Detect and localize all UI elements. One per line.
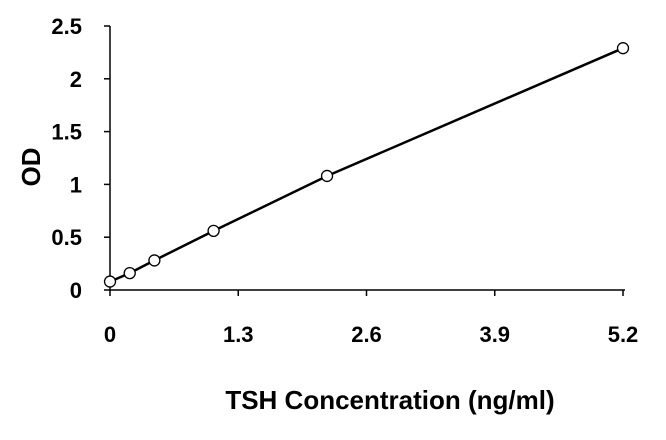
data-point	[148, 254, 161, 267]
x-tick-label: 0	[104, 322, 116, 347]
y-tick-label: 0.5	[51, 225, 82, 250]
x-tick-label: 5.2	[608, 322, 639, 347]
y-tick-label: 0	[70, 278, 82, 303]
y-tick-label: 2.5	[51, 14, 82, 39]
x-tick-label: 1.3	[223, 322, 254, 347]
x-tick-label: 2.6	[351, 322, 382, 347]
data-series	[103, 42, 630, 288]
y-tick-label: 1.5	[51, 120, 82, 145]
data-point	[616, 42, 630, 55]
x-tick-label: 3.9	[479, 322, 510, 347]
y-axis-title: OD	[16, 148, 46, 187]
y-tick-label: 1	[70, 172, 82, 197]
series-line	[109, 47, 624, 283]
data-point	[103, 275, 117, 288]
data-point	[320, 169, 334, 183]
x-axis-title: TSH Concentration (ng/ml)	[225, 385, 554, 415]
y-tick-label: 2	[70, 67, 82, 92]
data-point	[207, 224, 220, 238]
axes	[109, 26, 625, 291]
data-point	[123, 266, 136, 280]
axis-ticks: 0 0.5 1 1.5 2 2.5 0 1.3 2.6 3.9 5.2	[51, 14, 638, 347]
